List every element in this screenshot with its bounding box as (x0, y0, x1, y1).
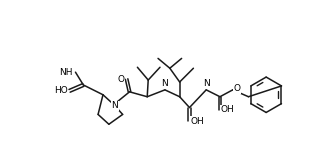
Text: O: O (118, 74, 124, 84)
Text: OH: OH (190, 117, 204, 126)
Text: N: N (111, 101, 118, 110)
Text: HO: HO (54, 86, 68, 95)
Text: N: N (203, 79, 210, 88)
Text: NH: NH (59, 68, 73, 77)
Text: N: N (162, 79, 168, 88)
Text: O: O (234, 84, 241, 93)
Text: OH: OH (221, 105, 235, 114)
